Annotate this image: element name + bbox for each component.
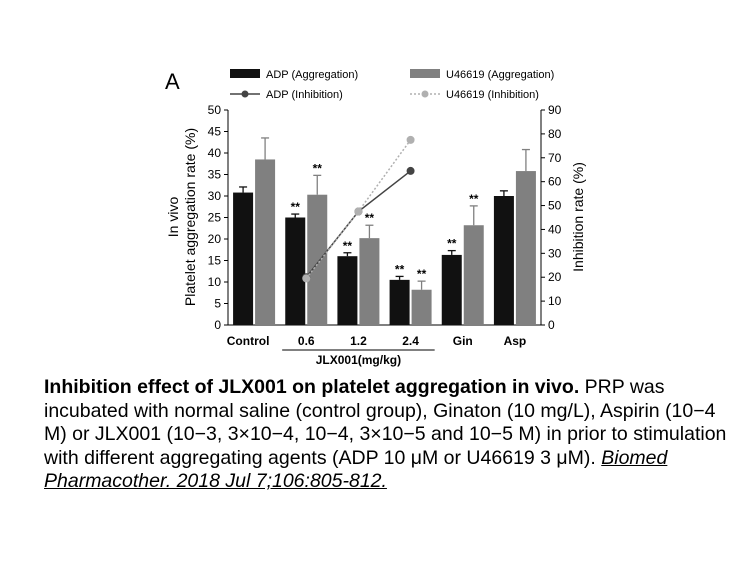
right-tick-label: 40 xyxy=(548,222,562,236)
significance-mark: ** xyxy=(395,262,405,276)
legend: ADP (Aggregation) U46619 (Aggregation) ADP… xyxy=(230,69,554,101)
category-label: Control xyxy=(227,334,270,348)
left-axis-title: In vivo xyxy=(165,197,181,238)
group-label: JLX001(mg/kg) xyxy=(316,353,401,367)
left-tick-label: 35 xyxy=(208,168,222,182)
bar xyxy=(307,194,328,325)
left-tick-label: 25 xyxy=(208,211,222,225)
inhibition-point xyxy=(302,274,311,283)
caption-title: Inhibition effect of JLX001 on platelet … xyxy=(44,376,580,398)
category-label: 1.2 xyxy=(350,334,367,348)
legend-label: U46619 (Inhibition) xyxy=(446,89,539,101)
legend-label: ADP (Inhibition) xyxy=(266,89,343,101)
left-tick-label: 0 xyxy=(214,318,221,332)
axis-labels: Control 0.6 1.2 2.4 Gin Asp JLX001(mg/kg) In vi… xyxy=(165,128,586,367)
left-tick-label: 20 xyxy=(208,232,222,246)
left-axis-subtitle: Platelet aggregation rate (%) xyxy=(182,128,198,306)
left-tick-label: 30 xyxy=(208,189,222,203)
bar xyxy=(359,238,380,325)
right-tick-label: 50 xyxy=(548,199,562,213)
chart: A ADP (Aggregation) U46619 (Aggregation)A… xyxy=(165,69,586,367)
bar xyxy=(411,289,432,325)
right-tick-label: 80 xyxy=(548,127,562,141)
caption-citation[interactable]: Biomed Pharmacother. 2018 Jul 7;106:805-… xyxy=(44,446,668,493)
bar xyxy=(255,159,276,325)
significance-mark: ** xyxy=(291,200,301,214)
left-tick-label: 15 xyxy=(208,254,222,268)
inhibition-point xyxy=(354,207,363,216)
bar xyxy=(233,192,254,325)
significance-mark: ** xyxy=(447,237,457,251)
legend-swatch xyxy=(230,69,260,78)
significance-mark: ** xyxy=(343,239,353,253)
inhibition-lines xyxy=(302,135,415,283)
bar xyxy=(285,217,306,325)
right-tick-label: 70 xyxy=(548,151,562,165)
legend-label: U46619 (Aggregation) xyxy=(446,69,554,81)
bar xyxy=(515,171,536,325)
right-tick-label: 90 xyxy=(548,103,562,117)
bar xyxy=(493,196,514,325)
legend-swatch xyxy=(410,69,440,78)
inhibition-point xyxy=(406,166,415,175)
category-label: Gin xyxy=(453,334,473,348)
significance-mark: ** xyxy=(365,211,375,225)
figure-caption: Inhibition effect of JLX001 on platelet … xyxy=(44,376,734,494)
right-tick-label: 60 xyxy=(548,175,562,189)
right-axis-title: Inhibition rate (%) xyxy=(570,162,586,272)
significance-mark: ** xyxy=(469,192,479,206)
panel-label: A xyxy=(165,69,180,94)
legend-marker xyxy=(241,90,249,98)
left-tick-label: 45 xyxy=(208,125,222,139)
inhibition-point xyxy=(406,135,415,144)
right-tick-label: 30 xyxy=(548,246,562,260)
legend-label: ADP (Aggregation) xyxy=(266,69,358,81)
left-tick-label: 10 xyxy=(208,275,222,289)
bar xyxy=(337,256,358,325)
left-tick-label: 50 xyxy=(208,103,222,117)
category-label: 2.4 xyxy=(402,334,419,348)
significance-mark: ** xyxy=(313,161,323,175)
significance-mark: ** xyxy=(417,267,427,281)
axes: 0 5 10 15 20 25 30 35 40 45 50 0 10 20 30 40 50 60 70 80 90 xyxy=(208,103,562,332)
bar xyxy=(441,254,462,325)
bar xyxy=(389,279,410,325)
category-label: Asp xyxy=(504,334,527,348)
caption-body: PRP was incubated with normal saline (co… xyxy=(44,376,727,469)
left-tick-label: 5 xyxy=(214,297,221,311)
right-tick-label: 20 xyxy=(548,270,562,284)
left-tick-label: 40 xyxy=(208,146,222,160)
category-label: 0.6 xyxy=(298,334,315,348)
bar xyxy=(463,225,484,325)
right-tick-label: 10 xyxy=(548,294,562,308)
legend-marker xyxy=(421,90,429,98)
right-tick-label: 0 xyxy=(548,318,555,332)
bars: ** ** ** ** ** ** ** ** xyxy=(233,137,536,325)
